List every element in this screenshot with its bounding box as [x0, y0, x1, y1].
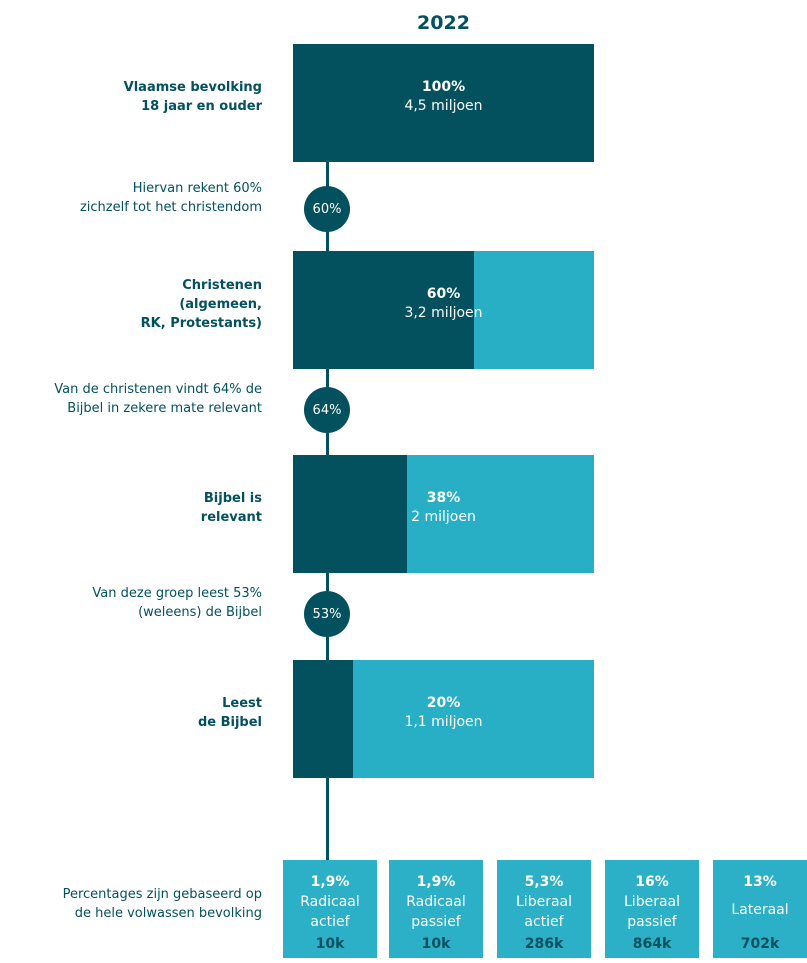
group-name-line: actief: [310, 914, 350, 930]
label-line: (algemeen,: [179, 296, 262, 312]
level-label: Leest de Bijbel: [198, 694, 262, 732]
title: 2022: [417, 12, 470, 34]
group-name-line: Liberaal: [516, 894, 572, 910]
step-line: Van de christenen vindt 64% de: [54, 382, 262, 397]
step-badge: 64%: [304, 387, 350, 433]
step-line: Bijbel in zekere mate relevant: [67, 401, 262, 416]
label-line: relevant: [200, 510, 262, 525]
step-text: Van de christenen vindt 64% de Bijbel in …: [54, 380, 262, 418]
footnote-line: de hele volwassen bevolking: [74, 906, 262, 921]
footnote: Percentages zijn gebaseerd op de hele vol…: [63, 885, 262, 923]
value-label: 60%: [426, 286, 461, 302]
label-line: de Bijbel: [197, 715, 262, 730]
group-box: 1,9% Radicaal passief 10k: [389, 860, 483, 958]
group-name: Lateraal: [713, 900, 807, 920]
bar-text: 60% 3,2 miljoen: [293, 285, 594, 323]
group-box: 16% Liberaal passief 864k: [605, 860, 699, 958]
group-name-line: Liberaal: [624, 894, 680, 910]
group-name-line: Radicaal: [406, 894, 466, 910]
value-label: 100%: [421, 79, 466, 95]
group-name: Liberaal passief: [605, 892, 699, 932]
level-label: Vlaamse bevolking 18 jaar en ouder: [124, 78, 262, 116]
group-pct: 13%: [743, 874, 777, 890]
group-pct: 1,9%: [416, 874, 456, 890]
count: 3,2 miljoen: [404, 305, 483, 321]
step-line: Hiervan rekent 60%: [132, 181, 262, 196]
group-box: 1,9% Radicaal actief 10k: [283, 860, 377, 958]
group-name-line: Radicaal: [300, 894, 360, 910]
step-line: Van deze groep leest 53%: [92, 586, 262, 601]
label-line: Christenen: [182, 277, 262, 293]
group-count: 10k: [315, 936, 345, 952]
step-line: zichzelf tot het christendom: [79, 200, 262, 215]
group-name-line: passief: [627, 914, 677, 930]
count: 4,5 miljoen: [404, 98, 483, 114]
group-box: 5,3% Liberaal actief 286k: [497, 860, 591, 958]
level-label: Christenen (algemeen, RK, Protestants): [141, 276, 262, 333]
bar-text: 38% 2 miljoen: [293, 489, 594, 527]
group-name: Radicaal passief: [389, 892, 483, 932]
bar-text: 100% 4,5 miljoen: [293, 78, 594, 116]
footnote-line: Percentages zijn gebaseerd op: [62, 887, 262, 902]
group-pct: 5,3%: [524, 874, 564, 890]
group-box: 13% Lateraal 702k: [713, 860, 807, 958]
bar-text: 20% 1,1 miljoen: [293, 694, 594, 732]
count: 1,1 miljoen: [404, 714, 483, 730]
label-line: 18 jaar en ouder: [141, 99, 262, 114]
step-badge: 53%: [304, 591, 350, 637]
group-pct: 16%: [635, 874, 669, 890]
bar: [293, 251, 474, 369]
label-line: Vlaamse bevolking: [123, 80, 262, 95]
level-label: Bijbel is relevant: [201, 489, 262, 527]
group-name-line: Lateraal: [731, 902, 789, 918]
count: 2 miljoen: [411, 509, 476, 525]
group-count: 286k: [524, 936, 564, 952]
label-line: Leest: [222, 696, 262, 711]
value-label: 20%: [426, 695, 461, 711]
bar: [293, 660, 354, 778]
value-label: 38%: [426, 490, 461, 506]
group-name-line: passief: [411, 914, 461, 930]
step-badge: 60%: [304, 186, 350, 232]
group-count: 864k: [632, 936, 672, 952]
group-name-line: actief: [524, 914, 564, 930]
bar: [293, 44, 594, 162]
bar: [293, 455, 408, 573]
group-count: 702k: [740, 936, 780, 952]
group-name: Radicaal actief: [283, 892, 377, 932]
group-name: Liberaal actief: [497, 892, 591, 932]
group-count: 10k: [421, 936, 451, 952]
step-text: Van deze groep leest 53% (weleens) de Bij…: [92, 584, 262, 622]
step-text: Hiervan rekent 60% zichzelf tot het chris…: [80, 179, 262, 217]
group-pct: 1,9%: [310, 874, 350, 890]
label-line: RK, Protestants): [140, 315, 262, 331]
label-line: Bijbel is: [203, 491, 262, 506]
step-line: (weleens) de Bijbel: [138, 605, 262, 620]
